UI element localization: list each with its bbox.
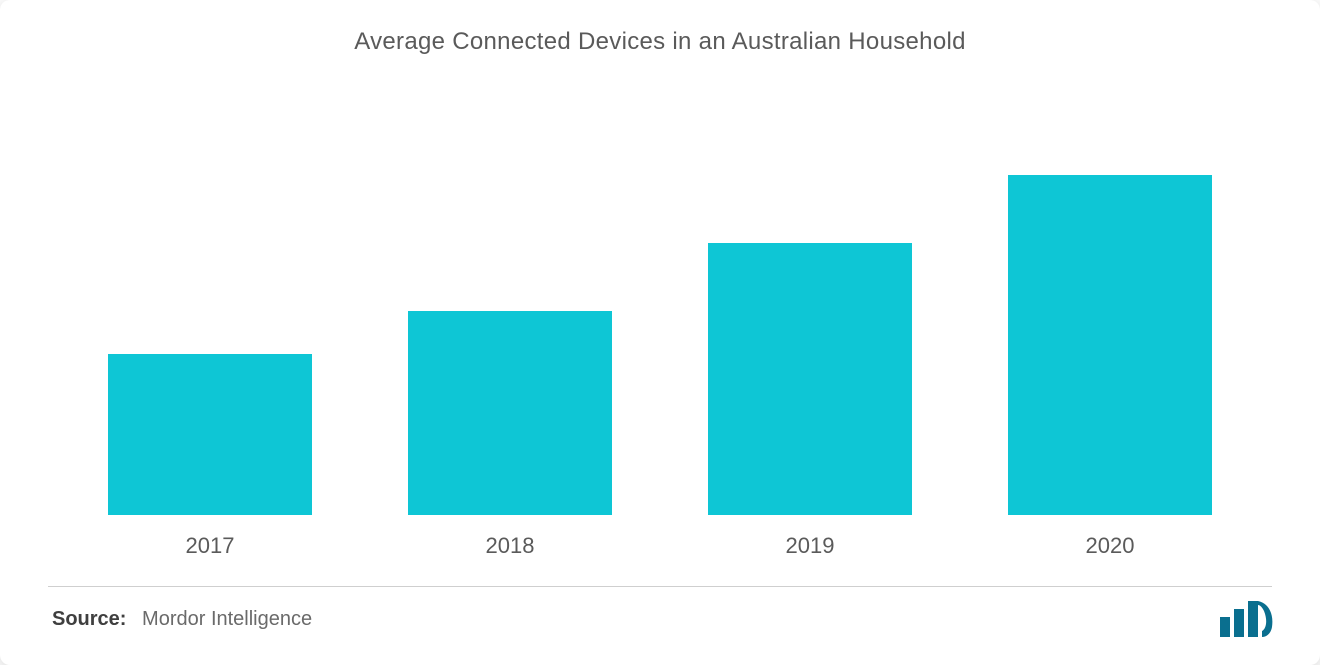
xlabel-3: 2020 [960, 533, 1260, 559]
chart-title: Average Connected Devices in an Australi… [0, 28, 1320, 56]
chart-card: Average Connected Devices in an Australi… [0, 0, 1320, 665]
x-axis-labels: 2017 2018 2019 2020 [60, 533, 1260, 559]
bar-2 [708, 243, 912, 515]
xlabel-0: 2017 [60, 533, 360, 559]
source-label: Source: [52, 608, 126, 630]
bar-0 [108, 354, 312, 516]
bar-col-0 [60, 90, 360, 515]
source-line: Source: Mordor Intelligence [52, 608, 312, 631]
bar-col-1 [360, 90, 660, 515]
bar-col-3 [960, 90, 1260, 515]
mordor-logo-icon [1218, 597, 1278, 641]
xlabel-2: 2019 [660, 533, 960, 559]
bar-1 [408, 311, 612, 515]
source-value: Mordor Intelligence [142, 608, 312, 630]
bar-col-2 [660, 90, 960, 515]
xlabel-1: 2018 [360, 533, 660, 559]
plot-area [60, 90, 1260, 515]
footer-divider [48, 586, 1272, 587]
bar-3 [1008, 175, 1212, 515]
